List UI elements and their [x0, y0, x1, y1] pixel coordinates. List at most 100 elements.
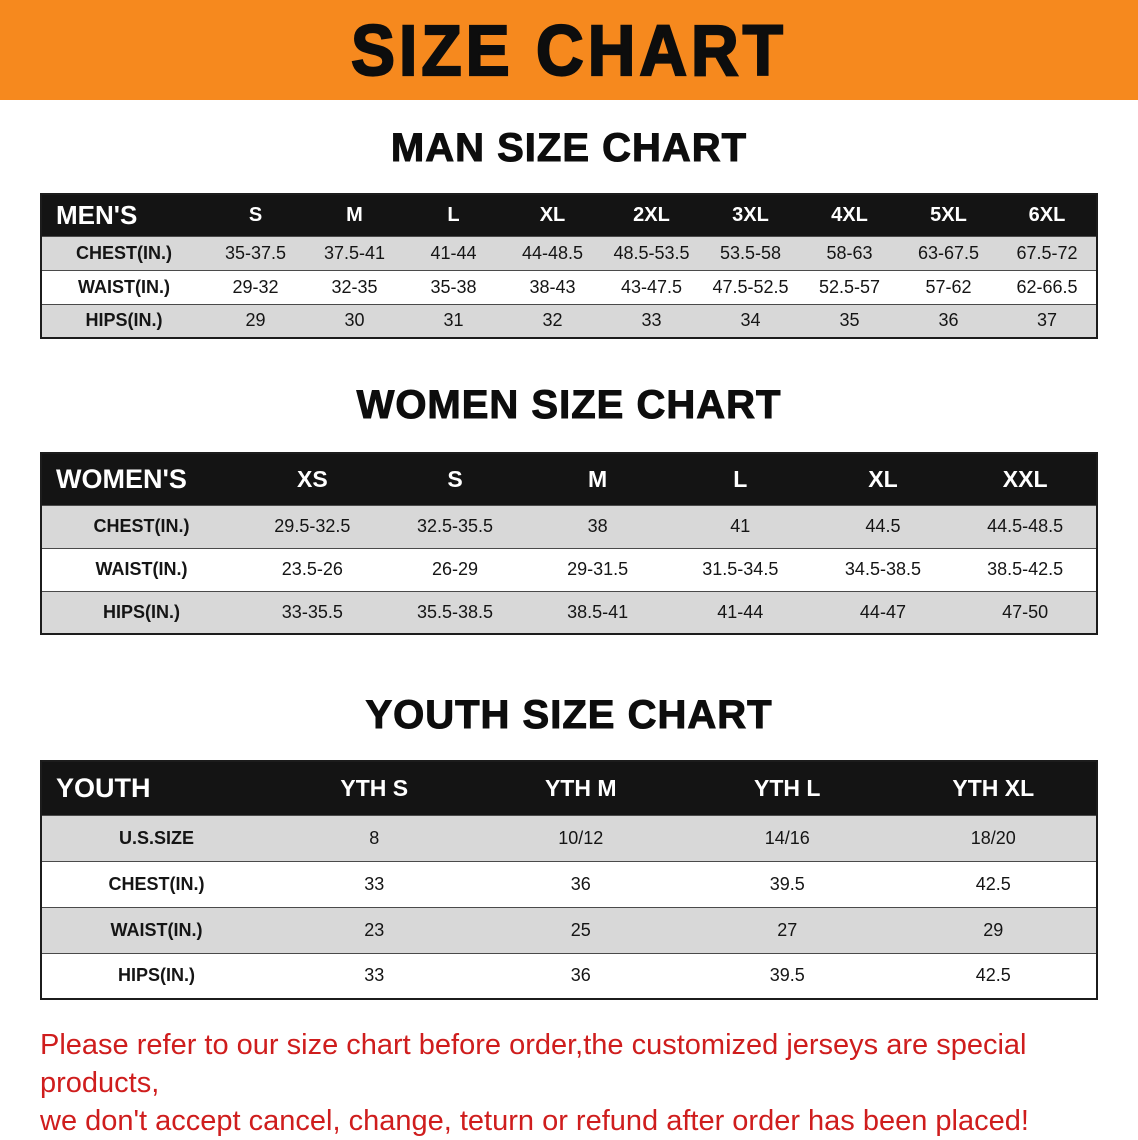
measurement-value-cell: 35-37.5 [206, 235, 305, 270]
measurement-value-cell: 33 [271, 952, 478, 999]
measurement-value-cell: 62-66.5 [998, 269, 1097, 304]
measurement-value-cell: 29.5-32.5 [241, 504, 384, 548]
measurement-value-cell: 31.5-34.5 [668, 547, 812, 591]
size-header-cell: YTH L [754, 774, 821, 801]
youth-size-table: YOUTH YTH S YTH M YTH L YTH XL U.S.SIZE 8 10/12… [40, 760, 1098, 1000]
measurement-value-cell: 8 [271, 814, 478, 861]
measurement-value-cell: 67.5-72 [998, 235, 1097, 270]
women-size-table: WOMEN'S XS S M L XL XXL CHEST(IN.) 29.5-32.5 32.5… [40, 452, 1098, 635]
measurement-value-cell: 37 [998, 303, 1097, 338]
measurement-value-cell: 10/12 [477, 814, 684, 861]
table-title-cell: YOUTH [56, 772, 151, 803]
measurement-value-cell: 25 [477, 906, 684, 953]
measurement-label-cell: CHEST(IN.) [41, 860, 271, 907]
measurement-label-cell: CHEST(IN.) [41, 235, 206, 270]
table-row: WAIST(IN.) 23 25 27 29 [41, 906, 1097, 953]
size-header-cell: XXL [1002, 465, 1048, 492]
men-section-heading: MAN SIZE CHART [390, 126, 748, 171]
measurement-value-cell: 53.5-58 [701, 235, 800, 270]
measurement-value-cell: 42.5 [890, 860, 1097, 907]
measurement-value-cell: 44.5-48.5 [954, 504, 1097, 548]
size-header-cell: 3XL [732, 203, 769, 226]
table-header-row: MEN'S S M L XL 2XL 3XL 4XL 5XL 6XL [41, 194, 1097, 236]
table-row: WAIST(IN.) 23.5-26 26-29 29-31.5 31.5-34.5 34… [41, 547, 1097, 591]
measurement-label-cell: WAIST(IN.) [41, 269, 206, 304]
table-header-row: WOMEN'S XS S M L XL XXL [41, 453, 1097, 505]
measurement-value-cell: 29-31.5 [526, 547, 669, 591]
measurement-value-cell: 32-35 [305, 269, 404, 304]
measurement-value-cell: 41 [668, 504, 812, 548]
measurement-value-cell: 47.5-52.5 [701, 269, 800, 304]
table-row: U.S.SIZE 8 10/12 14/16 18/20 [41, 814, 1097, 861]
measurement-value-cell: 58-63 [800, 235, 899, 270]
youth-section-heading: YOUTH SIZE CHART [365, 693, 773, 738]
disclaimer-text: Please refer to our size chart before or… [40, 1026, 1100, 1140]
measurement-value-cell: 39.5 [684, 952, 891, 999]
measurement-value-cell: 29 [890, 906, 1097, 953]
measurement-value-cell: 23 [271, 906, 478, 953]
measurement-value-cell: 32.5-35.5 [383, 504, 527, 548]
measurement-value-cell: 35-38 [404, 269, 503, 304]
size-chart-banner: SIZE CHART [0, 0, 1138, 100]
measurement-value-cell: 29-32 [206, 269, 305, 304]
measurement-value-cell: 37.5-41 [305, 235, 404, 270]
measurement-value-cell: 38-43 [503, 269, 602, 304]
measurement-value-cell: 34 [701, 303, 800, 338]
measurement-value-cell: 41-44 [668, 590, 812, 634]
table-header-row: YOUTH YTH S YTH M YTH L YTH XL [41, 761, 1097, 815]
measurement-value-cell: 26-29 [383, 547, 527, 591]
table-row: HIPS(IN.) 29 30 31 32 33 34 35 36 37 [41, 303, 1097, 338]
measurement-value-cell: 31 [404, 303, 503, 338]
measurement-label-cell: WAIST(IN.) [41, 547, 241, 591]
measurement-value-cell: 33 [602, 303, 701, 338]
page-title: SIZE CHART [350, 9, 787, 91]
measurement-value-cell: 63-67.5 [899, 235, 998, 270]
size-header-cell: S [447, 465, 463, 492]
measurement-value-cell: 44-48.5 [503, 235, 602, 270]
measurement-value-cell: 33 [271, 860, 478, 907]
size-header-cell: YTH S [340, 774, 409, 801]
size-header-cell: XL [868, 465, 898, 492]
measurement-value-cell: 47-50 [954, 590, 1097, 634]
table-row: CHEST(IN.) 35-37.5 37.5-41 41-44 44-48.5 48.5… [41, 235, 1097, 270]
measurement-value-cell: 52.5-57 [800, 269, 899, 304]
measurement-value-cell: 30 [305, 303, 404, 338]
size-header-cell: 2XL [633, 203, 670, 226]
size-header-cell: YTH M [544, 774, 617, 801]
measurement-value-cell: 48.5-53.5 [602, 235, 701, 270]
men-size-table: MEN'S S M L XL 2XL 3XL 4XL 5XL 6XL CHEST(IN.) 35-37… [40, 193, 1098, 339]
measurement-label-cell: HIPS(IN.) [41, 952, 271, 999]
table-row: CHEST(IN.) 33 36 39.5 42.5 [41, 860, 1097, 907]
table-title-cell: MEN'S [56, 199, 138, 230]
size-header-cell: S [248, 203, 263, 226]
youth-size-section: YOUTH SIZE CHART YOUTH YTH S YTH M YTH L YTH… [0, 693, 1138, 1000]
measurement-value-cell: 23.5-26 [241, 547, 384, 591]
measurement-value-cell: 57-62 [899, 269, 998, 304]
size-header-cell: L [447, 203, 460, 226]
size-header-cell: 6XL [1028, 203, 1066, 226]
size-header-cell: 5XL [930, 203, 967, 226]
measurement-value-cell: 34.5-38.5 [811, 547, 955, 591]
measurement-label-cell: WAIST(IN.) [41, 906, 271, 953]
table-row: HIPS(IN.) 33-35.5 35.5-38.5 38.5-41 41-44 44-… [41, 590, 1097, 634]
women-section-heading: WOMEN SIZE CHART [356, 383, 782, 428]
measurement-value-cell: 35.5-38.5 [383, 590, 527, 634]
measurement-value-cell: 36 [477, 860, 684, 907]
size-header-cell: L [733, 465, 748, 492]
measurement-value-cell: 36 [477, 952, 684, 999]
measurement-value-cell: 32 [503, 303, 602, 338]
measurement-value-cell: 44-47 [811, 590, 955, 634]
measurement-value-cell: 35 [800, 303, 899, 338]
measurement-value-cell: 38 [526, 504, 669, 548]
measurement-value-cell: 29 [206, 303, 305, 338]
size-header-cell: YTH XL [952, 774, 1035, 801]
size-header-cell: M [346, 203, 363, 226]
measurement-value-cell: 38.5-41 [526, 590, 669, 634]
measurement-value-cell: 14/16 [684, 814, 891, 861]
measurement-label-cell: HIPS(IN.) [41, 590, 241, 634]
measurement-value-cell: 36 [899, 303, 998, 338]
measurement-value-cell: 38.5-42.5 [954, 547, 1097, 591]
measurement-value-cell: 39.5 [684, 860, 891, 907]
measurement-value-cell: 43-47.5 [602, 269, 701, 304]
measurement-value-cell: 42.5 [890, 952, 1097, 999]
